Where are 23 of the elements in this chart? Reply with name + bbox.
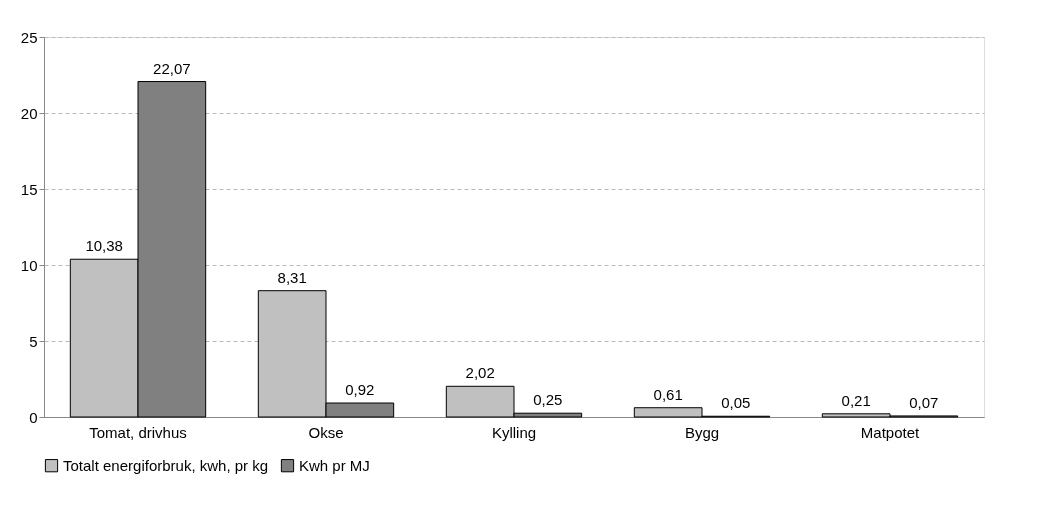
x-tick-label: Kylling	[491, 423, 537, 441]
data-label: 0,92	[345, 381, 375, 399]
data-label: 8,31	[277, 268, 307, 286]
y-tick-label: 10	[20, 256, 38, 274]
data-label: 2,02	[465, 364, 495, 382]
x-tick-label: Matpotet	[860, 423, 921, 441]
data-label: 0,07	[909, 393, 939, 411]
x-tick-label: Tomat, drivhus	[89, 423, 187, 441]
data-label: 0,25	[533, 391, 563, 409]
y-tick-label: 5	[29, 332, 38, 350]
y-tick-label: 20	[20, 104, 38, 122]
y-tick-label: 0	[29, 408, 38, 426]
y-tick-label: 25	[20, 28, 38, 46]
data-label: 10,38	[85, 237, 123, 255]
data-label: 0,61	[653, 385, 683, 403]
x-tick-label: Okse	[308, 423, 344, 441]
data-label: 22,07	[153, 59, 191, 77]
legend-label: Totalt energiforbruk, kwh, pr kg	[63, 456, 269, 474]
legend-label: Kwh pr MJ	[299, 456, 370, 474]
data-label: 0,05	[721, 394, 751, 412]
y-tick-label: 15	[20, 180, 38, 198]
x-tick-label: Bygg	[684, 423, 720, 441]
data-label: 0,21	[841, 391, 871, 409]
